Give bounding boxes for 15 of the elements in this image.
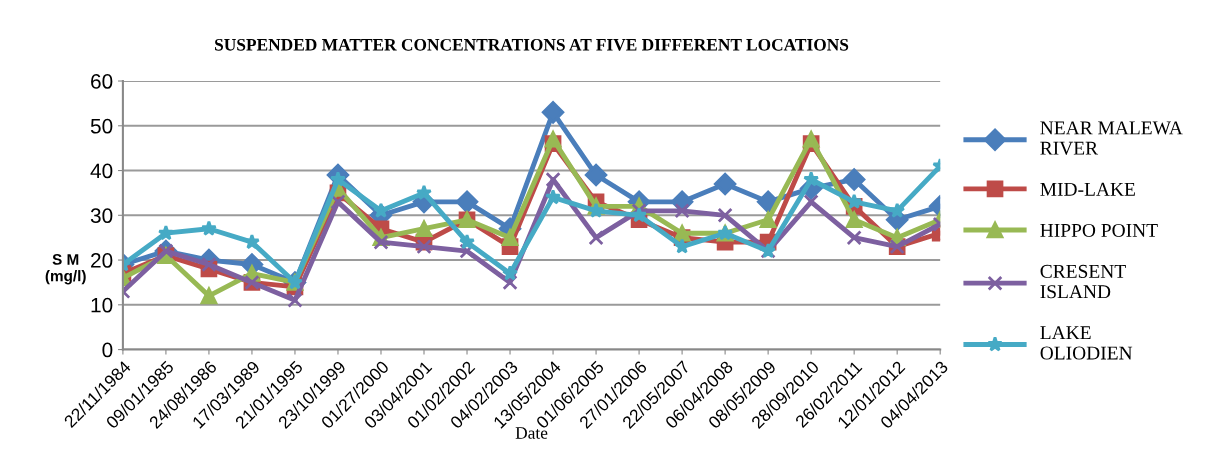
y-tick-label: 0 — [102, 342, 113, 358]
y-axis-title: S M (mg/l) — [45, 254, 86, 285]
y-tick-label: 10 — [91, 297, 113, 313]
legend-label: MID-LAKE — [1040, 182, 1135, 196]
x-axis-title: Date — [515, 427, 548, 439]
chart-title: SUSPENDED MATTER CONCENTRATIONS AT FIVE DIFFERENT LOCATIONS — [215, 38, 849, 51]
legend-label: NEAR MALEWA RIVER — [1040, 121, 1183, 155]
y-tick-label: 40 — [90, 163, 113, 179]
y-tick-label: 50 — [90, 118, 113, 134]
legend-label: LAKE OLIODIEN — [1040, 326, 1133, 360]
y-tick-label: 60 — [91, 74, 113, 89]
legend-label: CRESENT ISLAND — [1040, 264, 1126, 299]
y-tick-label: 30 — [90, 208, 113, 224]
y-tick-label: 20 — [91, 253, 113, 268]
legend-label: HIPPO POINT — [1040, 223, 1158, 237]
